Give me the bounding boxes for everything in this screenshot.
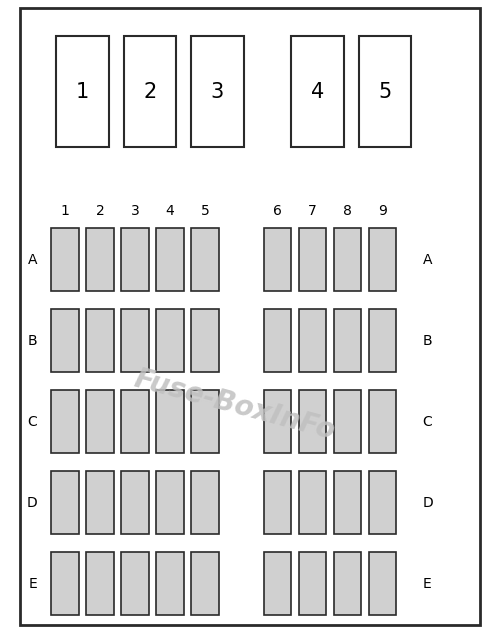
Text: Fuse-BoxInFo: Fuse-BoxInFo [132,365,338,446]
Text: E: E [28,577,37,591]
Bar [124,37,176,147]
Bar [156,552,184,615]
Bar [369,228,396,291]
Text: A: A [423,253,432,266]
Bar [369,309,396,372]
Text: 5: 5 [200,204,209,218]
Bar [122,390,149,453]
Bar [291,37,344,147]
Text: 5: 5 [378,82,392,102]
Text: D: D [422,496,433,510]
Bar [369,552,396,615]
Text: 2: 2 [144,82,156,102]
Text: C: C [28,415,38,429]
Bar [299,552,326,615]
Bar [156,228,184,291]
Text: A: A [28,253,37,266]
Bar [86,552,114,615]
Text: 7: 7 [308,204,317,218]
Bar [52,228,79,291]
Bar [86,309,114,372]
Bar [264,390,291,453]
Text: 4: 4 [311,82,324,102]
Text: 3: 3 [211,82,224,102]
Bar [334,552,361,615]
Bar [334,471,361,534]
Bar [334,228,361,291]
Bar [52,309,79,372]
Text: 2: 2 [96,204,104,218]
Bar [122,471,149,534]
Text: B: B [422,334,432,348]
Text: B: B [28,334,38,348]
Text: 9: 9 [378,204,387,218]
Bar [52,471,79,534]
Bar [191,37,244,147]
Bar [299,228,326,291]
Bar [156,471,184,534]
Bar [191,552,218,615]
Text: 4: 4 [166,204,174,218]
Bar [56,37,109,147]
Text: 8: 8 [343,204,352,218]
Bar [334,309,361,372]
Bar [264,471,291,534]
Bar [369,390,396,453]
Bar [191,390,218,453]
Bar [191,471,218,534]
Text: E: E [423,577,432,591]
Bar [369,471,396,534]
Bar [156,390,184,453]
Bar [86,471,114,534]
Text: 3: 3 [130,204,140,218]
Bar [122,228,149,291]
Bar [156,309,184,372]
Bar [299,309,326,372]
Bar [191,228,218,291]
Text: 1: 1 [60,204,70,218]
Bar [52,390,79,453]
Bar [122,309,149,372]
Text: 6: 6 [273,204,282,218]
Text: 1: 1 [76,82,89,102]
Bar [334,390,361,453]
Bar [52,552,79,615]
Text: C: C [422,415,432,429]
Bar [86,228,114,291]
Bar [299,390,326,453]
Bar [359,37,411,147]
Bar [264,309,291,372]
Bar [191,309,218,372]
Bar [264,228,291,291]
Bar [86,390,114,453]
Bar [264,552,291,615]
Bar [122,552,149,615]
Text: D: D [27,496,38,510]
Bar [299,471,326,534]
